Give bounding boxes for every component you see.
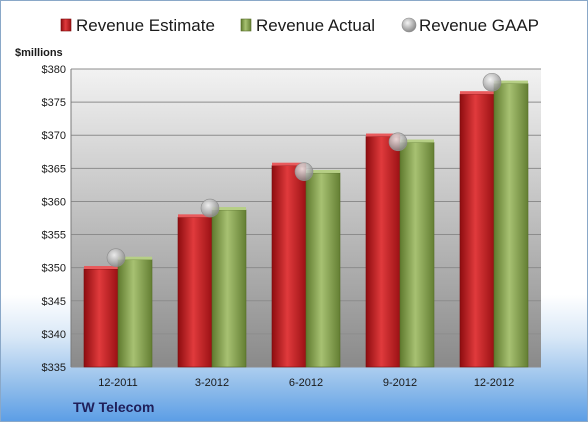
marker-revenue-gaap <box>294 162 314 181</box>
legend-swatch <box>240 18 252 32</box>
bar-revenue-estimate-top <box>272 162 306 166</box>
bar-revenue-actual <box>399 142 435 368</box>
x-tick-label: 12-2011 <box>98 377 138 389</box>
y-tick-label: $335 <box>42 362 66 374</box>
x-axis: 12-2011 3-2012 6-2012 9-2012 12-2012 <box>98 377 514 389</box>
x-tick-label: 3-2012 <box>195 377 229 389</box>
bars <box>83 80 529 368</box>
marker-revenue-gaap <box>106 248 126 268</box>
bar-revenue-estimate-top <box>84 265 118 269</box>
bar-revenue-estimate <box>271 165 307 368</box>
x-tick-label: 12-2012 <box>474 377 514 389</box>
bar-revenue-actual <box>493 83 529 368</box>
bar-revenue-estimate-top <box>460 91 494 95</box>
bar-revenue-actual-top <box>494 80 528 84</box>
legend-label: Revenue GAAP <box>419 16 539 35</box>
bar-revenue-estimate <box>177 217 213 368</box>
bar-revenue-estimate-top <box>178 214 212 218</box>
legend-label: Revenue Actual <box>256 16 375 35</box>
y-tick-label: $365 <box>42 163 66 175</box>
y-axis-unit-label: $millions <box>15 47 63 59</box>
y-tick-label: $350 <box>42 263 66 275</box>
marker-revenue-gaap <box>200 198 220 218</box>
bar-revenue-actual-top <box>400 139 434 143</box>
bar-revenue-actual <box>305 172 341 368</box>
bar-revenue-estimate <box>459 93 495 368</box>
y-axis: $335 $340 $345 $350 $355 $360 $365 $370 $375 $380 <box>42 64 72 374</box>
bar-revenue-actual-top <box>118 256 152 260</box>
bar-revenue-estimate <box>365 136 401 368</box>
y-tick-label: $355 <box>42 230 66 242</box>
y-tick-label: $345 <box>42 296 66 308</box>
legend-swatch <box>401 17 417 33</box>
bar-revenue-actual <box>211 209 247 368</box>
legend-swatch <box>60 18 72 32</box>
gaap-markers <box>106 72 502 268</box>
bar-revenue-estimate <box>83 268 119 368</box>
y-tick-label: $340 <box>42 329 66 341</box>
y-tick-label: $375 <box>42 97 66 109</box>
y-tick-label: $360 <box>42 196 66 208</box>
bar-revenue-actual <box>117 259 153 368</box>
y-tick-label: $380 <box>42 64 66 76</box>
legend-label: Revenue Estimate <box>76 16 215 35</box>
x-tick-label: 6-2012 <box>289 377 323 389</box>
marker-revenue-gaap <box>388 132 408 152</box>
company-name: TW Telecom <box>73 399 154 415</box>
y-tick-label: $370 <box>42 130 66 142</box>
legend: Revenue Estimate Revenue Actual Revenue GA… <box>60 16 539 35</box>
bar-revenue-actual-top <box>212 207 246 211</box>
marker-revenue-gaap <box>482 72 502 92</box>
bar-revenue-actual-top <box>306 169 340 173</box>
bar-revenue-estimate-top <box>366 133 400 137</box>
x-tick-label: 9-2012 <box>383 377 417 389</box>
